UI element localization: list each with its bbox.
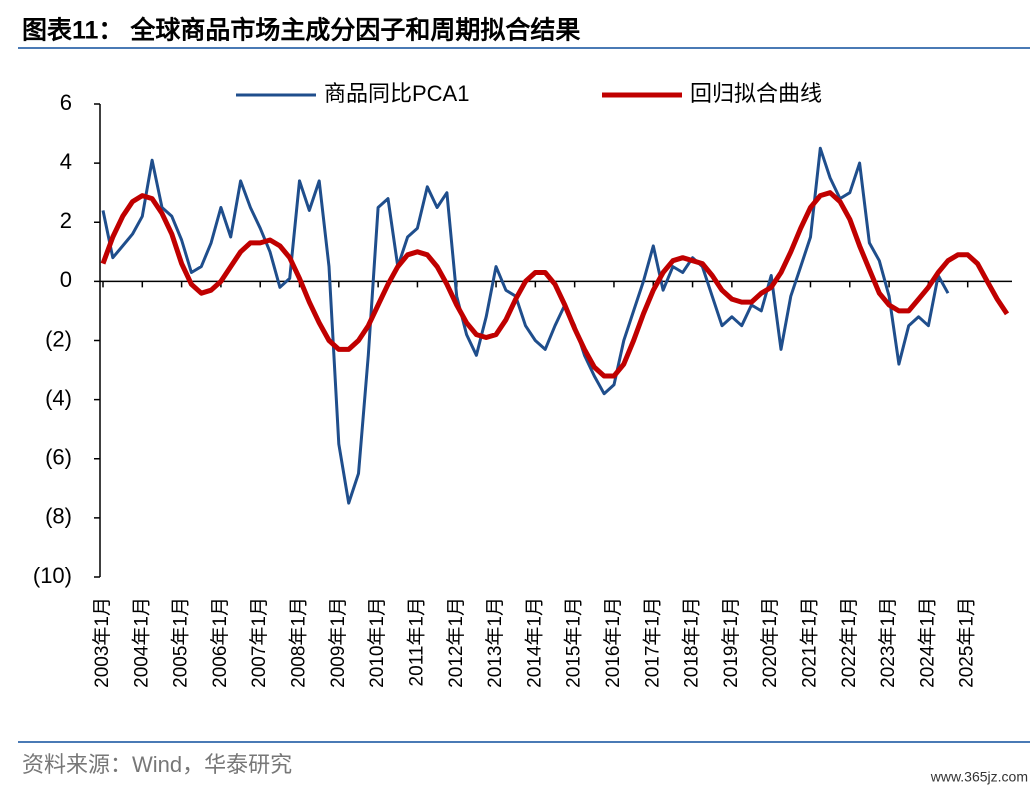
y-tick-label: 4 <box>60 149 72 174</box>
chart-title: 图表11： 全球商品市场主成分因子和周期拟合结果 <box>22 16 580 45</box>
x-tick-label: 2019年1月 <box>720 597 742 688</box>
x-tick-label: 2011年1月 <box>405 597 427 686</box>
x-tick-label: 2025年1月 <box>956 597 978 688</box>
watermark: www.365jz.com <box>930 769 1028 785</box>
x-tick-label: 2017年1月 <box>641 597 663 688</box>
x-tick-label: 2021年1月 <box>798 597 820 688</box>
x-tick-label: 2007年1月 <box>248 597 270 688</box>
x-tick-label: 2023年1月 <box>877 597 899 688</box>
x-tick-label: 2022年1月 <box>838 597 860 688</box>
x-tick-label: 2006年1月 <box>209 597 231 688</box>
x-tick-label: 2018年1月 <box>681 597 703 688</box>
x-tick-label: 2008年1月 <box>288 597 310 688</box>
y-tick-label: 6 <box>60 90 72 115</box>
x-tick-label: 2004年1月 <box>130 597 152 688</box>
x-tick-label: 2015年1月 <box>563 597 585 688</box>
x-tick-label: 2012年1月 <box>445 597 467 688</box>
source: 资料来源：Wind，华泰研究 <box>22 752 292 777</box>
x-tick-label: 2005年1月 <box>170 597 192 688</box>
y-tick-label: 2 <box>60 208 72 233</box>
series-line <box>100 190 1010 379</box>
y-tick-label: 0 <box>60 267 72 292</box>
x-tick-label: 2009年1月 <box>327 597 349 688</box>
x-tick-label: 2013年1月 <box>484 597 506 688</box>
y-tick-label: (6) <box>45 445 72 470</box>
x-tick-label: 2014年1月 <box>523 597 545 688</box>
y-tick-label: (10) <box>33 563 72 588</box>
x-tick-label: 2020年1月 <box>759 597 781 688</box>
x-tick-label: 2024年1月 <box>916 597 938 688</box>
x-tick-label: 2003年1月 <box>91 597 113 688</box>
x-tick-label: 2010年1月 <box>366 597 388 688</box>
series-line <box>101 146 950 505</box>
y-tick-label: (8) <box>45 504 72 529</box>
x-tick-label: 2016年1月 <box>602 597 624 688</box>
y-tick-label: (2) <box>45 326 72 351</box>
legend-label: 商品同比PCA1 <box>324 81 469 106</box>
legend-label: 回归拟合曲线 <box>690 81 822 106</box>
y-tick-label: (4) <box>45 385 72 410</box>
